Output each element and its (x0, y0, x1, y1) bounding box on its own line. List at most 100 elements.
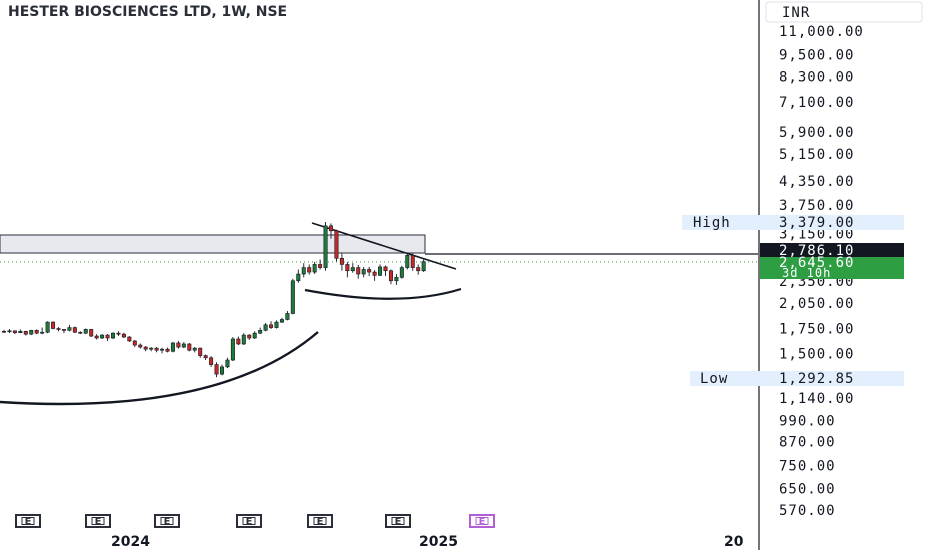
candle-down (187, 343, 192, 351)
candle-up (181, 343, 186, 348)
candle-down (154, 347, 159, 351)
high-label: High (693, 215, 731, 231)
y-tick-label: 2,050.00 (779, 296, 854, 312)
handle-arc (304, 287, 462, 300)
earnings-marker-label: E (317, 517, 324, 528)
y-tick-label: 3,150.00 (779, 226, 854, 242)
y-tick-label: 4,350.00 (779, 174, 854, 190)
y-tick-label: 870.00 (779, 435, 836, 451)
currency-box[interactable] (765, 1, 923, 23)
y-tick-label: 750.00 (779, 459, 836, 475)
candle-down (236, 338, 241, 345)
cup-arc (0, 331, 319, 406)
candle-up (192, 347, 197, 351)
price-scale[interactable]: 11,000.00 9,500.00 8,300.00 7,100.00 5,900.0… (779, 24, 864, 519)
candle-up (279, 319, 284, 323)
candle-up (399, 267, 404, 278)
x-label-20: 20 (724, 534, 744, 550)
candle-up (252, 332, 257, 339)
candle-down (89, 329, 94, 337)
high-value: 3,379.00 (779, 215, 854, 231)
candle-up (160, 348, 165, 351)
earnings-marker[interactable]: E (307, 514, 333, 528)
candle-up (421, 261, 426, 272)
candle-up (263, 324, 268, 331)
candle-up (40, 331, 45, 334)
candle-down (307, 267, 312, 273)
candle-down (388, 270, 393, 282)
y-tick-label: 1,500.00 (779, 346, 854, 362)
candle-up (394, 277, 399, 282)
candle-down (328, 225, 333, 232)
candle-up (312, 264, 317, 273)
earnings-marker[interactable]: E (85, 514, 111, 528)
candle-up (29, 330, 34, 335)
x-label-2025: 2025 (419, 534, 458, 550)
earnings-marker[interactable]: E (236, 514, 262, 528)
candle-up (220, 366, 225, 375)
candle-down (132, 340, 137, 346)
candle-down (203, 355, 208, 359)
candle-up (290, 280, 295, 314)
currency-label: INR (782, 5, 810, 21)
earnings-marker[interactable]: E (154, 514, 180, 528)
low-label-bg (690, 371, 904, 386)
candle-up (405, 255, 410, 268)
candle-down (34, 330, 39, 334)
candle-down (334, 230, 339, 259)
candle-down (214, 364, 219, 375)
candle-up (225, 359, 230, 368)
candle-up (258, 330, 263, 334)
candle-down (94, 335, 99, 339)
candle-up (18, 330, 23, 333)
earnings-marker[interactable]: E (385, 514, 411, 528)
y-tick-label: 3,750.00 (779, 198, 854, 214)
resistance-zone (0, 234, 426, 254)
candle-up (323, 225, 328, 268)
candle-down (176, 342, 181, 348)
earnings-marker[interactable]: E (15, 514, 41, 528)
high-label-bg (682, 215, 904, 230)
candle-up (241, 334, 246, 345)
candle-down (56, 328, 61, 330)
candle-up (111, 332, 116, 339)
y-tick-label: 990.00 (779, 414, 836, 430)
y-tick-label: 8,300.00 (779, 70, 854, 86)
earnings-marker-label: E (246, 517, 253, 528)
candle-down (209, 357, 214, 365)
candle-down (318, 264, 323, 268)
candles-layer (1, 222, 426, 378)
y-tick-label: 5,150.00 (779, 147, 854, 163)
y-tick-label: 1,140.00 (779, 391, 854, 407)
earnings-marker-label: E (25, 517, 32, 528)
current-price-value: 2,786.10 (779, 243, 854, 259)
earnings-marker-upcoming[interactable]: E (469, 514, 495, 528)
candle-down (121, 333, 126, 338)
candle-up (230, 338, 235, 361)
candle-down (367, 269, 372, 273)
candle-up (274, 321, 279, 328)
candle-down (345, 264, 350, 272)
candle-up (296, 273, 301, 282)
candle-down (372, 271, 377, 276)
y-tick-label: 1,750.00 (779, 321, 854, 337)
candle-down (383, 266, 388, 272)
chart-title: HESTER BIOSCIENCES LTD, 1W, NSE (8, 4, 287, 20)
candle-down (61, 329, 66, 331)
y-tick-label: 5,900.00 (779, 125, 854, 141)
candle-up (45, 321, 50, 333)
candle-up (170, 342, 175, 352)
y-tick-label: 11,000.00 (779, 24, 864, 40)
candle-down (339, 258, 344, 265)
low-value: 1,292.85 (779, 371, 854, 387)
candle-down (116, 332, 121, 335)
y-tick-label: 7,100.00 (779, 95, 854, 111)
candle-up (378, 266, 383, 276)
candle-up (7, 330, 12, 333)
earnings-marker-label: E (395, 517, 402, 528)
candle-down (143, 346, 148, 350)
last-price-tag (760, 257, 904, 279)
